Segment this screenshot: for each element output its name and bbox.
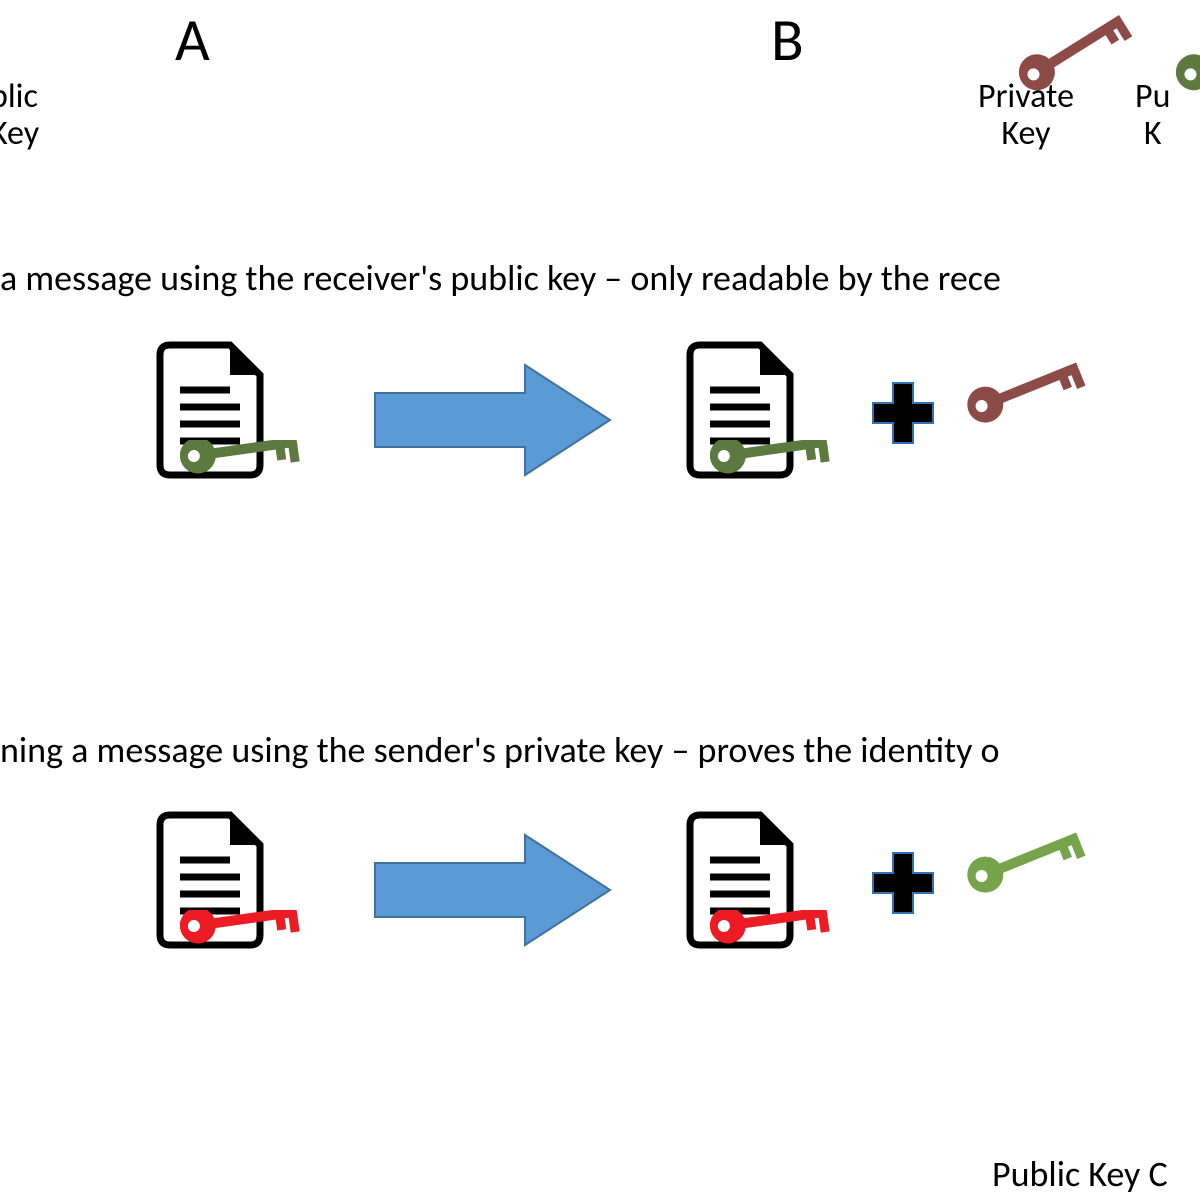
label-b: B [771, 4, 804, 77]
key-on-doc-right-row2 [710, 910, 860, 970]
public-key-label-left: blic Key [0, 78, 39, 153]
footer-text: Public Key C [992, 1152, 1168, 1196]
arrow-row2 [370, 830, 620, 950]
arrow-row1 [370, 360, 620, 480]
plus-icon-row2 [870, 850, 940, 920]
plus-icon-row1 [870, 380, 940, 450]
key-on-doc-left-row1 [180, 440, 330, 500]
key-brown-row1 [960, 360, 1130, 460]
label-a: A [175, 4, 210, 77]
private-key-label-right: Private Key [978, 78, 1074, 153]
sign-caption: ning a message using the sender's privat… [0, 728, 1000, 772]
encrypt-caption: a message using the receiver's public ke… [0, 256, 1001, 300]
public-key-label-right: Pu K [1135, 78, 1170, 153]
key-on-doc-left-row2 [180, 910, 330, 970]
key-icon-top-left [0, 0, 100, 68]
key-on-doc-right-row1 [710, 440, 860, 500]
key-green-row2 [960, 830, 1130, 930]
